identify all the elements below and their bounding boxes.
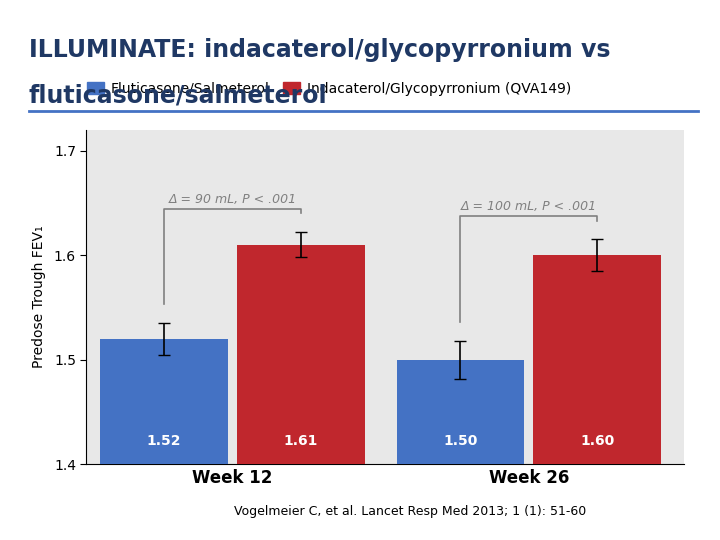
Text: 1.50: 1.50	[444, 434, 477, 448]
Text: Vogelmeier C, et al. Lancet Resp Med 2013; 1 (1): 51-60: Vogelmeier C, et al. Lancet Resp Med 201…	[234, 505, 587, 518]
Bar	[534, 255, 661, 464]
Text: 1.52: 1.52	[147, 434, 181, 448]
Text: 1.60: 1.60	[580, 434, 614, 448]
Legend: Fluticasone/Salmeterol, Indacaterol/Glycopyrronium (QVA149): Fluticasone/Salmeterol, Indacaterol/Glyc…	[81, 76, 577, 102]
Text: ILLUMINATE: indacaterol/glycopyrronium vs: ILLUMINATE: indacaterol/glycopyrronium v…	[29, 38, 611, 62]
Bar	[237, 245, 364, 464]
Bar	[100, 339, 228, 464]
Text: 1.61: 1.61	[284, 434, 318, 448]
Text: Δ = 100 mL, P < .001: Δ = 100 mL, P < .001	[461, 200, 597, 213]
Text: fluticasone/salmeterol: fluticasone/salmeterol	[29, 84, 328, 107]
Text: Δ = 90 mL, P < .001: Δ = 90 mL, P < .001	[168, 193, 297, 206]
Y-axis label: Predose Trough FEV₁: Predose Trough FEV₁	[32, 226, 45, 368]
Bar	[397, 360, 524, 464]
